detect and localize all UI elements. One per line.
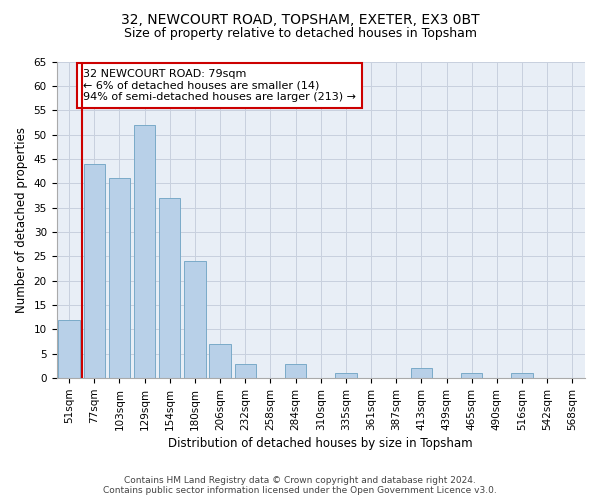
Bar bbox=[159, 198, 181, 378]
Bar bbox=[335, 374, 356, 378]
Bar bbox=[461, 374, 482, 378]
Bar bbox=[134, 125, 155, 378]
Text: Size of property relative to detached houses in Topsham: Size of property relative to detached ho… bbox=[124, 28, 476, 40]
Bar bbox=[109, 178, 130, 378]
Bar bbox=[285, 364, 306, 378]
Bar bbox=[83, 164, 105, 378]
Text: 32, NEWCOURT ROAD, TOPSHAM, EXETER, EX3 0BT: 32, NEWCOURT ROAD, TOPSHAM, EXETER, EX3 … bbox=[121, 12, 479, 26]
Text: 32 NEWCOURT ROAD: 79sqm
← 6% of detached houses are smaller (14)
94% of semi-det: 32 NEWCOURT ROAD: 79sqm ← 6% of detached… bbox=[83, 69, 356, 102]
X-axis label: Distribution of detached houses by size in Topsham: Distribution of detached houses by size … bbox=[169, 437, 473, 450]
Bar bbox=[411, 368, 432, 378]
Bar bbox=[235, 364, 256, 378]
Text: Contains HM Land Registry data © Crown copyright and database right 2024.
Contai: Contains HM Land Registry data © Crown c… bbox=[103, 476, 497, 495]
Bar bbox=[184, 262, 206, 378]
Bar bbox=[58, 320, 80, 378]
Bar bbox=[511, 374, 533, 378]
Y-axis label: Number of detached properties: Number of detached properties bbox=[15, 127, 28, 313]
Bar bbox=[209, 344, 231, 378]
